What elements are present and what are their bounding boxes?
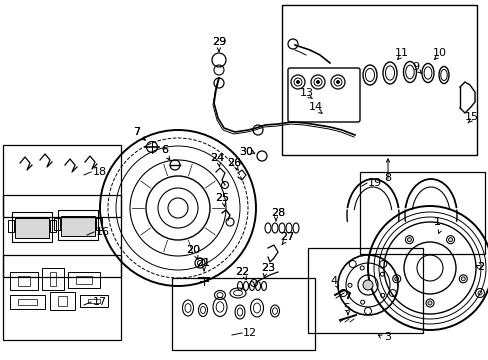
Text: 4: 4	[330, 276, 337, 286]
Text: 19: 19	[367, 178, 381, 188]
Circle shape	[362, 280, 372, 290]
Text: 6: 6	[161, 145, 168, 155]
Text: 29: 29	[211, 37, 225, 47]
Bar	[10, 295, 45, 309]
Bar	[18, 276, 30, 286]
Text: 21: 21	[196, 258, 210, 268]
Text: 22: 22	[234, 267, 248, 277]
Circle shape	[336, 81, 339, 84]
Text: 17: 17	[93, 297, 107, 307]
Bar	[42, 268, 64, 290]
Bar	[96, 218, 102, 230]
Circle shape	[460, 277, 465, 281]
Text: 6: 6	[161, 145, 168, 155]
Text: 24: 24	[209, 153, 224, 163]
Bar	[88, 299, 100, 303]
Circle shape	[447, 238, 452, 242]
Text: 3: 3	[384, 332, 391, 342]
Text: 22: 22	[234, 267, 248, 277]
Text: 30: 30	[239, 147, 252, 157]
Text: 9: 9	[411, 62, 419, 72]
Text: 2: 2	[476, 262, 484, 272]
Bar	[359, 172, 484, 254]
Bar	[58, 210, 98, 240]
Text: 1: 1	[433, 217, 440, 227]
Bar	[172, 278, 314, 350]
Text: 25: 25	[215, 193, 228, 203]
Text: 2: 2	[476, 262, 484, 272]
Text: 30: 30	[239, 147, 252, 157]
Circle shape	[394, 277, 398, 281]
Circle shape	[296, 81, 299, 84]
Text: 20: 20	[185, 245, 200, 255]
Bar	[3, 145, 121, 217]
Circle shape	[407, 238, 410, 242]
Text: 8: 8	[384, 173, 391, 183]
Text: 26: 26	[226, 158, 241, 168]
Text: 1: 1	[433, 217, 440, 227]
Text: 27: 27	[279, 232, 293, 242]
Bar	[80, 295, 108, 307]
Bar	[50, 272, 56, 286]
Bar	[50, 292, 75, 310]
Text: 21: 21	[196, 258, 210, 268]
Text: 7: 7	[133, 127, 140, 137]
Circle shape	[316, 81, 319, 84]
Text: 23: 23	[261, 263, 274, 273]
Text: 15: 15	[464, 112, 478, 122]
Text: 27: 27	[279, 232, 293, 242]
Text: 13: 13	[299, 88, 313, 98]
Text: 14: 14	[308, 102, 323, 112]
Text: 26: 26	[226, 158, 241, 168]
Text: 7: 7	[133, 127, 140, 137]
Text: 25: 25	[215, 193, 228, 203]
Bar	[50, 220, 56, 232]
Bar	[54, 218, 60, 230]
Bar	[61, 216, 95, 236]
Text: 10: 10	[432, 48, 446, 58]
Text: 12: 12	[243, 328, 257, 338]
Text: 5: 5	[343, 303, 350, 313]
Text: 20: 20	[185, 245, 200, 255]
Text: 24: 24	[209, 153, 224, 163]
Text: 29: 29	[211, 37, 225, 47]
Bar	[282, 5, 476, 155]
Bar	[307, 248, 422, 333]
Text: 16: 16	[96, 227, 110, 237]
Text: 28: 28	[270, 208, 285, 218]
Bar	[3, 255, 121, 340]
Text: 28: 28	[270, 208, 285, 218]
Text: 23: 23	[261, 263, 274, 273]
Text: 11: 11	[394, 48, 408, 58]
Bar	[12, 212, 52, 242]
Bar	[10, 272, 38, 290]
Bar	[68, 272, 100, 288]
Bar	[18, 299, 37, 305]
Bar	[15, 218, 49, 238]
Bar	[76, 276, 92, 284]
Bar	[8, 220, 14, 232]
Circle shape	[427, 301, 431, 305]
Bar	[58, 296, 67, 306]
Text: 18: 18	[93, 167, 107, 177]
Bar	[3, 195, 121, 277]
